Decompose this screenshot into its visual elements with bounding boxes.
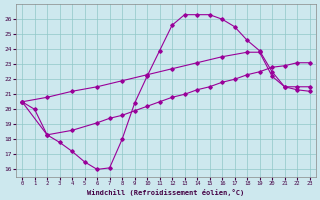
X-axis label: Windchill (Refroidissement éolien,°C): Windchill (Refroidissement éolien,°C) [87,189,244,196]
